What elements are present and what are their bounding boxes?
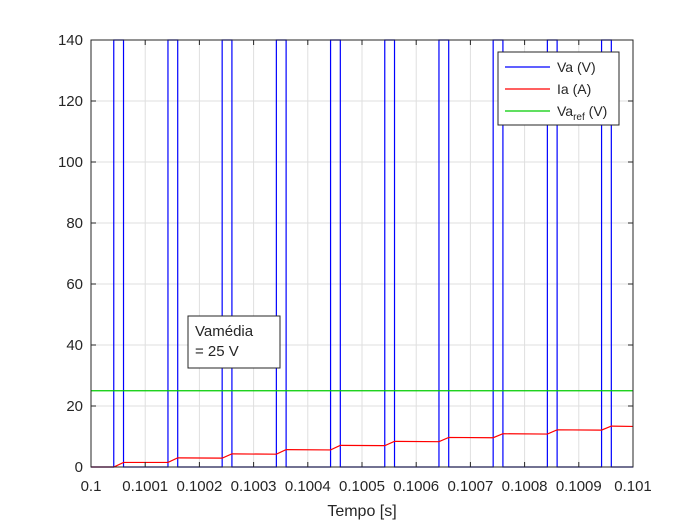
annotation-line-1: Vamédia <box>195 323 254 340</box>
legend-entry: Varef (V) <box>557 103 607 123</box>
x-tick-label: 0.1001 <box>122 478 168 495</box>
legend-entry: Va (V) <box>557 59 596 75</box>
x-axis-label: Tempo [s] <box>327 503 396 520</box>
y-tick-label: 100 <box>58 154 83 171</box>
y-tick-labels: 0 20 40 60 80 100 120 140 <box>58 32 83 476</box>
annotation-line-2: = 25 V <box>195 343 239 360</box>
annotation-box: Vamédia = 25 V <box>187 315 281 369</box>
x-tick-labels: 0.1 0.1001 0.1002 0.1003 0.1004 0.1005 0.1006 0… <box>81 478 652 495</box>
x-tick-label: 0.1005 <box>339 478 385 495</box>
y-tick-label: 80 <box>66 215 83 232</box>
x-tick-label: 0.1008 <box>502 478 548 495</box>
x-tick-label: 0.1006 <box>393 478 439 495</box>
x-tick-label: 0.1007 <box>447 478 493 495</box>
y-tick-label: 20 <box>66 398 83 415</box>
series-line-ia <box>91 425 634 468</box>
y-tick-label: 120 <box>58 93 83 110</box>
x-tick-label: 0.1 <box>81 478 102 495</box>
y-tick-label: 40 <box>66 337 83 354</box>
legend-entry: Ia (A) <box>557 81 591 97</box>
y-tick-label: 0 <box>75 459 83 476</box>
y-tick-label: 140 <box>58 32 83 49</box>
axis-ticks <box>90 39 634 468</box>
x-tick-label: 0.1004 <box>285 478 331 495</box>
x-tick-label: 0.1003 <box>231 478 277 495</box>
y-tick-label: 60 <box>66 276 83 293</box>
x-tick-label: 0.1002 <box>176 478 222 495</box>
legend: Va (V) Ia (A) Varef (V) <box>497 51 620 126</box>
x-tick-label: 0.1009 <box>556 478 602 495</box>
annotation-frame <box>187 315 281 369</box>
x-tick-label: 0.101 <box>614 478 652 495</box>
